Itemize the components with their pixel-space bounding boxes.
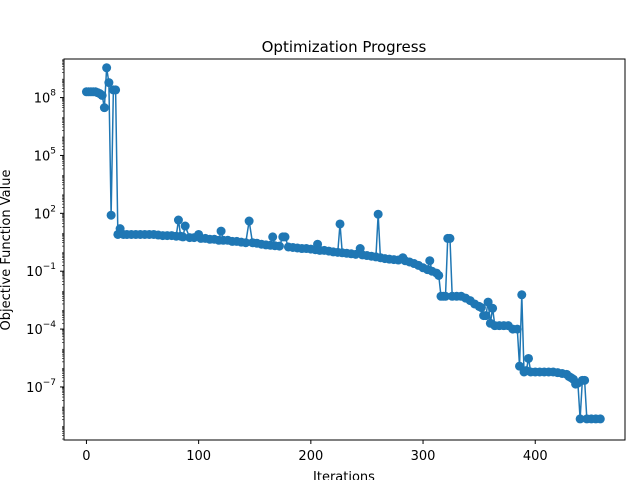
data-point [524, 353, 534, 363]
y-tick-base: 10 [26, 323, 43, 338]
data-point [106, 210, 116, 220]
y-tick-base: 10 [26, 381, 43, 396]
data-point [244, 216, 254, 226]
data-point [274, 241, 284, 251]
data-point [104, 78, 114, 88]
data-point [425, 256, 435, 266]
data-point [173, 215, 183, 225]
y-tick-exponent: −7 [43, 378, 56, 388]
data-point [580, 375, 590, 385]
data-point [595, 414, 605, 424]
y-tick-base: 10 [26, 265, 43, 280]
y-tick-exponent: −1 [43, 262, 56, 272]
data-point [99, 103, 109, 113]
data-point [97, 90, 107, 100]
y-axis-label: Objective Function Value [0, 170, 14, 331]
data-point [575, 414, 585, 424]
y-tick-exponent: 8 [50, 89, 56, 99]
data-point [512, 324, 522, 334]
data-point [440, 291, 450, 301]
y-tick-exponent: −4 [43, 320, 57, 330]
y-tick-base: 10 [34, 149, 51, 164]
axes-frame [63, 58, 626, 441]
data-point [373, 209, 383, 219]
x-tick-label: 100 [186, 449, 211, 464]
data-point [216, 226, 226, 236]
data-point [241, 238, 251, 248]
data-point [180, 221, 190, 231]
x-tick-label: 0 [82, 449, 90, 464]
x-tick-label: 400 [523, 449, 548, 464]
data-point [488, 303, 498, 313]
y-tick-base: 10 [34, 92, 51, 107]
x-tick-label: 200 [298, 449, 323, 464]
data-point [335, 219, 345, 229]
y-tick-label: 10−1 [26, 262, 56, 280]
chart-title: Optimization Progress [262, 38, 427, 56]
y-tick-label: 105 [34, 146, 56, 164]
data-point [445, 233, 455, 243]
y-tick-label: 10−4 [26, 320, 56, 338]
y-tick-label: 10−7 [26, 378, 56, 396]
data-point [102, 63, 112, 73]
plot-area [63, 58, 626, 441]
data-point [280, 232, 290, 242]
series-group [81, 63, 605, 424]
y-tick-base: 10 [34, 207, 51, 222]
data-point [517, 290, 527, 300]
data-point [476, 303, 486, 313]
data-point [268, 232, 278, 242]
data-point [481, 311, 491, 321]
y-tick-label: 102 [34, 204, 56, 222]
y-tick-exponent: 2 [50, 204, 56, 214]
data-point [434, 270, 444, 280]
data-point [111, 85, 121, 95]
x-axis-label: Iterations [313, 470, 375, 480]
x-axis-ticks: 0 100 200 300 400 [82, 440, 548, 464]
y-tick-label: 108 [34, 89, 57, 107]
x-tick-label: 300 [411, 449, 436, 464]
y-tick-exponent: 5 [50, 146, 56, 156]
data-point [178, 232, 188, 242]
